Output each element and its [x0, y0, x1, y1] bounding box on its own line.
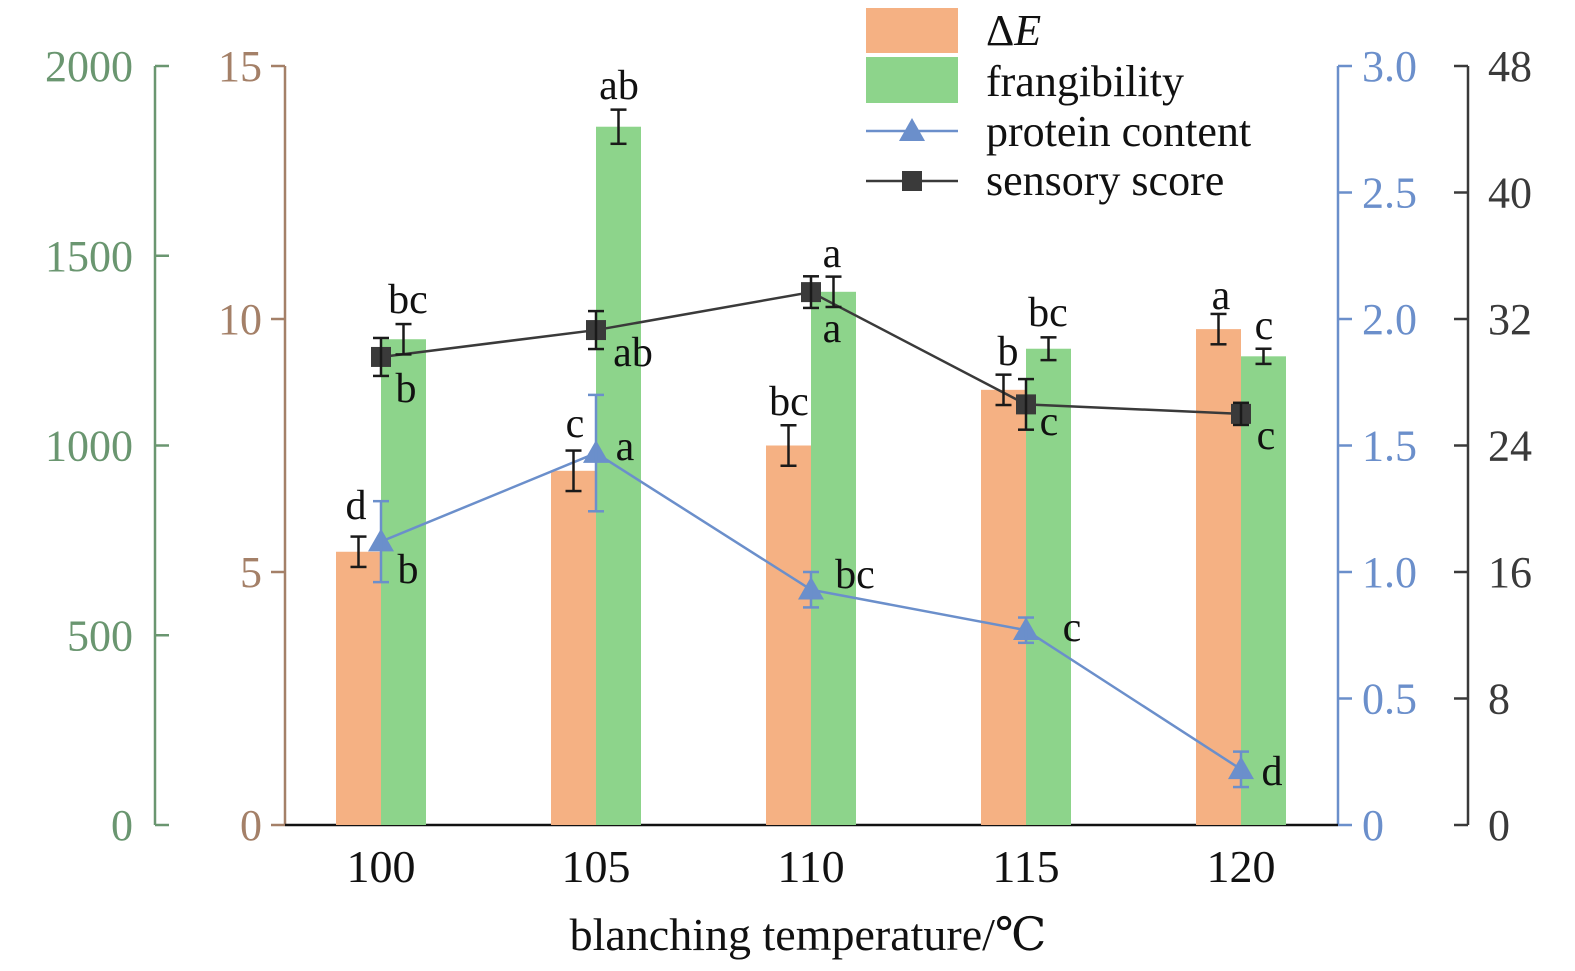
bar-frangibility [596, 126, 641, 826]
x-tick-label: 115 [992, 841, 1059, 892]
protein-tick-label: 1.0 [1362, 548, 1417, 597]
letter-sensory: c [1257, 413, 1276, 459]
frangibility-tick-label: 2000 [45, 42, 133, 91]
legend-marker-protein [899, 118, 925, 141]
x-tick-label: 120 [1207, 841, 1276, 892]
sensory-tick-label: 48 [1488, 42, 1532, 91]
protein-tick-label: 1.5 [1362, 422, 1417, 471]
letter-frangibility: bc [1028, 290, 1068, 336]
letter-dE: c [566, 401, 585, 447]
errorbar-dE [565, 449, 582, 493]
letter-protein: c [1063, 605, 1082, 651]
letter-dE: b [998, 329, 1019, 375]
letter-sensory: c [1040, 399, 1059, 445]
errorbar-sensory [803, 275, 819, 310]
letter-dE: d [346, 483, 367, 529]
errorbar-dE [780, 424, 797, 467]
letter-frangibility: c [1255, 303, 1274, 349]
errorbar-sensory [1018, 377, 1034, 431]
dE-tick-label: 15 [218, 42, 262, 91]
axes-layer: 050010001500200005101500.51.01.52.02.53.… [45, 42, 1532, 892]
protein-tick-label: 0 [1362, 801, 1384, 850]
letter-frangibility: a [823, 231, 842, 277]
errorbar-sensory [1233, 401, 1249, 427]
legend-label-frangibility: frangibility [986, 57, 1184, 106]
bar-frangibility [1026, 348, 1071, 825]
errorbar-sensory [588, 309, 604, 351]
dE-tick-label: 5 [240, 548, 262, 597]
letter-protein: d [1262, 749, 1283, 795]
errorbar-frangibility [610, 108, 627, 146]
frangibility-tick-label: 1500 [45, 232, 133, 281]
errorbar-frangibility [1040, 336, 1057, 362]
x-axis-title: blanching temperature/℃ [570, 909, 1047, 960]
errorbar-frangibility [395, 322, 412, 356]
frangibility-tick-label: 0 [111, 801, 133, 850]
letter-protein: a [616, 424, 635, 470]
letter-protein: bc [835, 552, 875, 598]
errorbar-protein [803, 570, 819, 609]
letter-protein: b [398, 547, 419, 593]
sensory-tick-label: 16 [1488, 548, 1532, 597]
letter-dE: bc [769, 379, 809, 425]
legend-label-sensory: sensory score [986, 156, 1224, 205]
letter-dE: a [1212, 273, 1231, 319]
bar-dE [766, 445, 811, 825]
bar-frangibility [1241, 356, 1286, 825]
errorbar-protein [588, 393, 604, 513]
letter-sensory: ab [613, 330, 653, 376]
sensory-tick-label: 24 [1488, 422, 1532, 471]
errorbar-dE [350, 535, 367, 569]
sensory-tick-label: 40 [1488, 169, 1532, 218]
errorbar-dE [1210, 312, 1227, 346]
dE-tick-label: 0 [240, 801, 262, 850]
letter-frangibility: ab [599, 63, 639, 109]
bar-dE [551, 470, 596, 825]
legend-swatch-frangibility [866, 57, 958, 103]
x-tick-label: 105 [562, 841, 631, 892]
legend-label-protein: protein content [986, 107, 1251, 156]
sensory-tick-label: 32 [1488, 295, 1532, 344]
errorbar-frangibility [1255, 347, 1272, 366]
errorbar-dE [995, 373, 1012, 407]
legend-label-dE: ΔE [986, 6, 1041, 55]
bar-dE [336, 551, 381, 825]
protein-tick-label: 2.5 [1362, 169, 1417, 218]
frangibility-tick-label: 1000 [45, 422, 133, 471]
errorbar-frangibility [825, 275, 842, 309]
bars-layer [336, 126, 1286, 826]
legend-swatch-dE [866, 8, 958, 53]
bar-frangibility [811, 291, 856, 825]
letter-sensory: a [823, 306, 842, 352]
errorbar-sensory [373, 336, 389, 378]
x-tick-label: 100 [347, 841, 416, 892]
frangibility-tick-label: 500 [67, 611, 133, 660]
errorbar-protein [1233, 750, 1249, 789]
legend-marker-sensory [902, 171, 922, 191]
errorbar-protein [1018, 616, 1034, 645]
errorbar-protein [373, 499, 389, 584]
protein-tick-label: 3.0 [1362, 42, 1417, 91]
bar-dE [981, 389, 1026, 825]
sensory-tick-label: 0 [1488, 801, 1510, 850]
sensory-tick-label: 8 [1488, 675, 1510, 724]
protein-tick-label: 2.0 [1362, 295, 1417, 344]
x-tick-label: 110 [777, 841, 844, 892]
letter-sensory: b [396, 366, 417, 412]
dE-tick-label: 10 [218, 295, 262, 344]
letter-frangibility: bc [388, 277, 428, 323]
protein-tick-label: 0.5 [1362, 675, 1417, 724]
